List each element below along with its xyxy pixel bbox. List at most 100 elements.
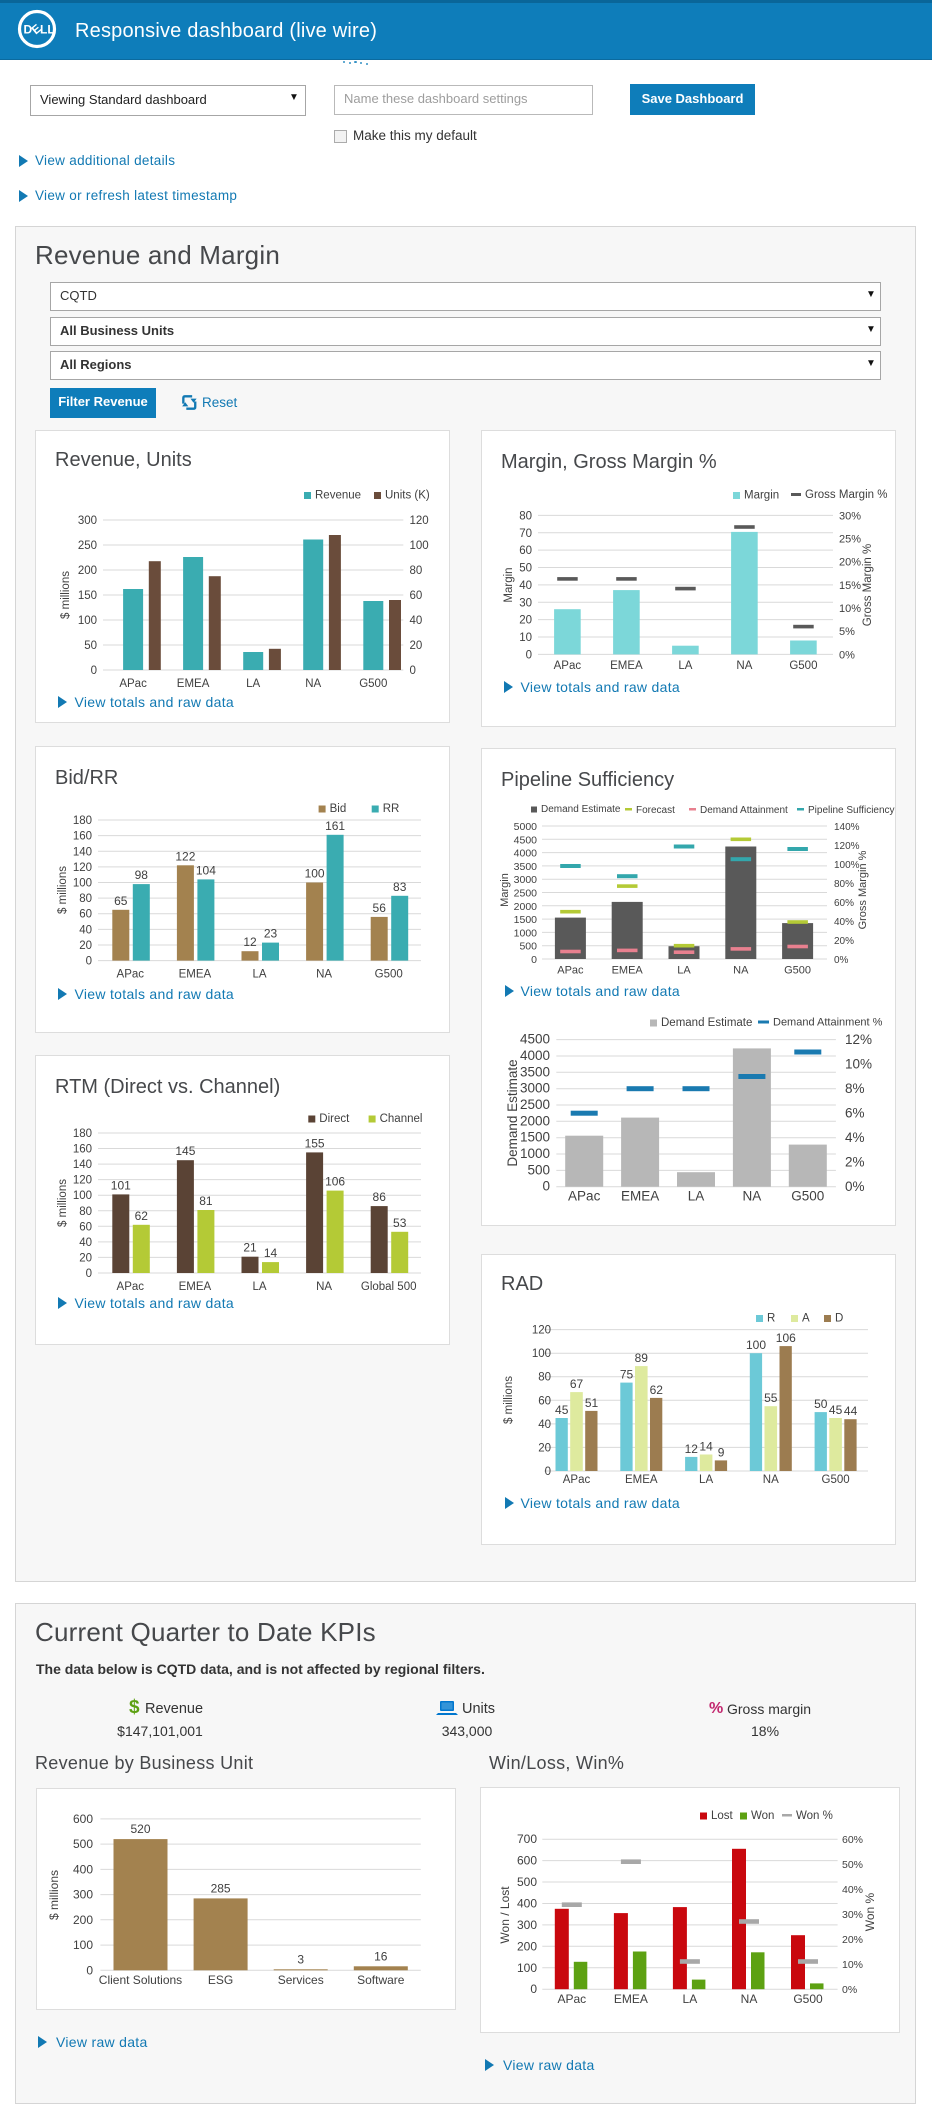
svg-text:APac: APac	[117, 1281, 145, 1293]
svg-text:LL: LL	[40, 23, 55, 37]
svg-text:0: 0	[531, 954, 537, 966]
svg-text:600: 600	[73, 1812, 93, 1826]
svg-text:$ millions: $ millions	[57, 866, 69, 914]
svg-text:Gross Margin %: Gross Margin %	[805, 489, 887, 501]
svg-text:LA: LA	[699, 1474, 713, 1486]
svg-text:53: 53	[393, 1216, 407, 1230]
svg-text:60%: 60%	[842, 1834, 863, 1846]
svg-text:APac: APac	[554, 660, 582, 672]
svg-text:EMEA: EMEA	[612, 965, 644, 977]
svg-text:0: 0	[86, 956, 92, 968]
svg-text:EMEA: EMEA	[179, 1281, 212, 1293]
svg-text:LA: LA	[246, 678, 260, 690]
svg-text:3500: 3500	[520, 1064, 550, 1079]
svg-text:Revenue: Revenue	[315, 490, 361, 502]
svg-text:145: 145	[175, 1144, 195, 1158]
svg-text:3000: 3000	[514, 874, 538, 886]
svg-text:5000: 5000	[514, 821, 538, 833]
svg-text:12%: 12%	[845, 1032, 872, 1047]
svg-text:G500: G500	[359, 678, 387, 690]
svg-text:NA: NA	[736, 660, 752, 672]
svg-text:200: 200	[517, 1939, 537, 1953]
svg-text:Margin: Margin	[503, 567, 515, 602]
svg-text:56: 56	[373, 901, 387, 915]
svg-text:45: 45	[555, 1403, 569, 1417]
svg-text:NA: NA	[743, 1189, 762, 1204]
svg-text:Bid/RR: Bid/RR	[55, 767, 118, 789]
svg-text:Pipeline Sufficiency: Pipeline Sufficiency	[501, 769, 674, 791]
svg-text:10%: 10%	[842, 1959, 863, 1971]
svg-text:0: 0	[530, 1982, 537, 1996]
svg-text:APac: APac	[557, 1992, 586, 2006]
svg-text:0: 0	[526, 649, 532, 661]
svg-text:NA: NA	[316, 1281, 332, 1293]
svg-text:0%: 0%	[839, 649, 855, 661]
svg-text:122: 122	[175, 849, 195, 863]
svg-text:EMEA: EMEA	[625, 1474, 658, 1486]
svg-text:15%: 15%	[839, 580, 861, 592]
svg-text:60%: 60%	[834, 898, 854, 909]
svg-text:140: 140	[73, 1159, 92, 1171]
svg-text:$ millions: $ millions	[57, 1179, 69, 1227]
svg-text:Services: Services	[278, 1973, 324, 1987]
svg-text:10: 10	[519, 632, 532, 644]
svg-text:21: 21	[243, 1241, 257, 1255]
svg-text:Lost: Lost	[711, 1810, 734, 1822]
svg-text:120: 120	[73, 1175, 92, 1187]
svg-text:20: 20	[519, 615, 532, 627]
svg-text:G500: G500	[784, 965, 811, 977]
svg-text:100: 100	[517, 1961, 537, 1975]
svg-text:G500: G500	[793, 1992, 823, 2006]
svg-text:40: 40	[79, 924, 92, 936]
svg-text:NA: NA	[305, 678, 321, 690]
svg-text:G500: G500	[375, 969, 403, 981]
svg-text:4000: 4000	[520, 1048, 550, 1063]
svg-text:700: 700	[517, 1832, 537, 1846]
svg-text:3: 3	[297, 1952, 304, 1966]
svg-text:Margin: Margin	[499, 873, 511, 907]
svg-text:62: 62	[135, 1209, 149, 1223]
svg-text:25%: 25%	[839, 534, 861, 546]
svg-text:285: 285	[211, 1881, 231, 1895]
svg-text:LA: LA	[678, 660, 692, 672]
svg-text:250: 250	[78, 540, 97, 552]
svg-text:6%: 6%	[845, 1106, 865, 1121]
svg-text:APac: APac	[563, 1474, 591, 1486]
svg-text:EMEA: EMEA	[177, 678, 210, 690]
svg-text:Units (K): Units (K)	[385, 490, 430, 502]
svg-text:30%: 30%	[842, 1909, 863, 1921]
svg-text:500: 500	[73, 1837, 93, 1851]
svg-text:120%: 120%	[834, 841, 860, 852]
svg-text:50: 50	[519, 563, 532, 575]
svg-text:Pipeline Sufficiency: Pipeline Sufficiency	[808, 805, 895, 816]
svg-text:Client Solutions: Client Solutions	[99, 1973, 182, 1987]
svg-text:30: 30	[519, 597, 532, 609]
svg-text:120: 120	[532, 1325, 551, 1337]
svg-text:200: 200	[73, 1913, 93, 1927]
svg-text:40: 40	[538, 1419, 551, 1431]
svg-text:300: 300	[73, 1888, 93, 1902]
svg-text:2500: 2500	[514, 888, 538, 900]
svg-text:50%: 50%	[842, 1859, 863, 1871]
svg-text:40%: 40%	[842, 1884, 863, 1896]
svg-text:G500: G500	[789, 660, 817, 672]
svg-text:100: 100	[78, 615, 97, 627]
svg-text:80%: 80%	[834, 879, 854, 890]
svg-text:100: 100	[746, 1338, 766, 1352]
svg-text:180: 180	[73, 1128, 92, 1140]
svg-text:40%: 40%	[834, 917, 854, 928]
svg-text:100: 100	[410, 540, 429, 552]
svg-text:Won %: Won %	[863, 1892, 877, 1931]
svg-text:Demand Estimate: Demand Estimate	[661, 1017, 752, 1029]
svg-text:12: 12	[243, 935, 257, 949]
svg-text:NA: NA	[763, 1474, 779, 1486]
svg-text:Demand Attainment: Demand Attainment	[700, 805, 788, 816]
svg-text:Bid: Bid	[330, 803, 347, 815]
svg-text:D: D	[835, 1313, 843, 1325]
svg-text:80: 80	[79, 1206, 92, 1218]
svg-text:98: 98	[135, 868, 149, 882]
svg-text:Gross Margin %: Gross Margin %	[857, 850, 869, 929]
svg-text:Channel: Channel	[380, 1113, 423, 1125]
svg-text:NA: NA	[733, 965, 749, 977]
svg-text:EMEA: EMEA	[621, 1189, 659, 1204]
